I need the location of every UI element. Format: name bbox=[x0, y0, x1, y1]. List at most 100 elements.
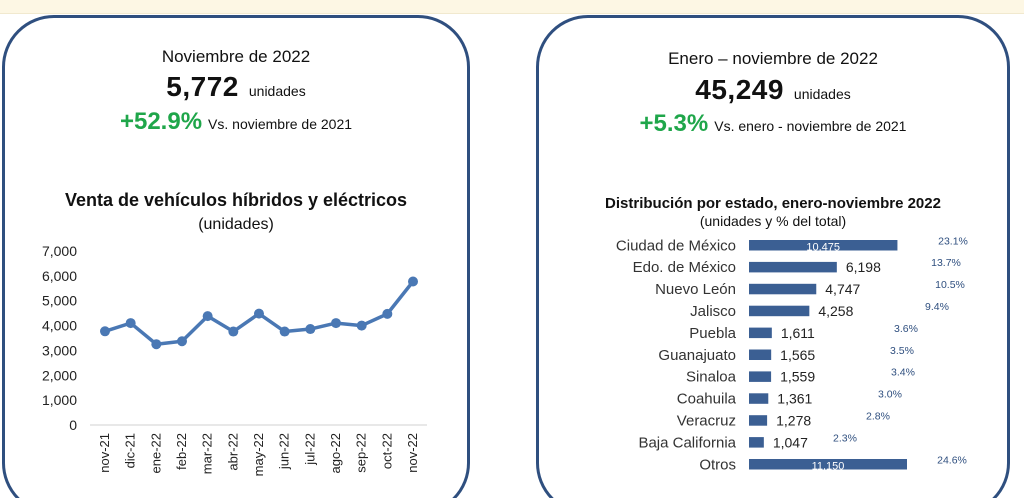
bar-chart-subtitle: (unidades y % del total) bbox=[699, 213, 847, 229]
line-chart-point bbox=[331, 318, 341, 329]
bar-chart-bar bbox=[749, 240, 898, 251]
line-chart-x-tick: oct-22 bbox=[379, 433, 394, 469]
line-chart-point bbox=[202, 311, 213, 322]
bar-chart-value-label: 1,559 bbox=[780, 369, 815, 385]
bar-chart-bar bbox=[749, 261, 837, 273]
ytd-comparison: Vs. enero - noviembre de 2021 bbox=[714, 118, 907, 134]
bar-chart-bar bbox=[749, 283, 817, 295]
monthly-period: Noviembre de 2022 bbox=[161, 47, 311, 66]
ytd-growth: +5.3% bbox=[639, 110, 709, 137]
bar-chart-category-label: Baja California bbox=[638, 434, 736, 451]
state-distribution-bar-chart: Ciudad de México 10,475 23.1% Edo. de Méxic… bbox=[616, 235, 968, 473]
bar-chart-value-label: 1,278 bbox=[776, 412, 811, 428]
line-chart-y-tick: 4,000 bbox=[42, 318, 77, 334]
line-chart-point bbox=[356, 320, 367, 331]
bar-chart-category-label: Nuevo León bbox=[655, 281, 736, 298]
bar-chart-percent-label: 2.3% bbox=[833, 432, 857, 444]
ytd-sales-card: Enero – noviembre de 2022 45,249 unidade… bbox=[536, 15, 1010, 498]
bar-chart-bar bbox=[749, 393, 769, 404]
bar-chart-category-label: Guanajuato bbox=[658, 347, 736, 364]
bar-chart-percent-label: 10.5% bbox=[935, 279, 965, 291]
line-chart-x-tick: ago-22 bbox=[328, 433, 343, 473]
bar-chart-value-label: 4,747 bbox=[825, 281, 860, 297]
bar-chart-percent-label: 23.1% bbox=[938, 235, 968, 247]
bar-chart-category-label: Veracruz bbox=[677, 412, 736, 429]
bar-chart-percent-label: 9.4% bbox=[925, 301, 949, 313]
bar-chart-bar bbox=[749, 459, 907, 470]
line-chart-x-tick: may-22 bbox=[251, 433, 266, 476]
line-chart-x-tick: feb-22 bbox=[174, 433, 189, 470]
monthly-comparison: Vs. noviembre de 2021 bbox=[208, 116, 353, 132]
line-chart-subtitle-line: (unidades) bbox=[5, 216, 467, 234]
monthly-total: 5,772 bbox=[166, 71, 239, 102]
line-chart-y-tick: 5,000 bbox=[42, 293, 77, 309]
line-chart-y-tick: 3,000 bbox=[42, 342, 77, 358]
bar-chart-percent-label: 2.8% bbox=[866, 410, 890, 422]
bar-chart-bar bbox=[749, 305, 810, 317]
line-chart-point bbox=[228, 326, 239, 337]
line-chart-point bbox=[151, 339, 162, 350]
bar-chart-bar bbox=[749, 415, 768, 426]
bar-chart-value-label: 11,150 bbox=[812, 460, 845, 472]
ytd-total-line: 45,249 unidades bbox=[539, 74, 1007, 106]
bar-chart-value-label: 6,198 bbox=[846, 259, 881, 275]
bar-chart-category-label: Ciudad de México bbox=[616, 237, 736, 254]
line-chart-subtitle: (unidades) bbox=[198, 216, 274, 233]
bar-chart-value-label: 10,475 bbox=[806, 241, 840, 253]
line-chart-x-tick: sep-22 bbox=[354, 433, 369, 473]
line-chart-title-line: Venta de vehículos híbridos y eléctricos bbox=[5, 190, 467, 211]
line-chart-x-tick: dic-21 bbox=[123, 433, 138, 468]
bar-chart-percent-label: 3.0% bbox=[878, 389, 902, 401]
bar-chart-category-label: Sinaloa bbox=[686, 369, 737, 386]
line-chart-point bbox=[305, 324, 316, 335]
line-chart-y-tick: 0 bbox=[69, 417, 77, 433]
bar-chart-bar bbox=[749, 349, 772, 360]
monthly-units: unidades bbox=[248, 83, 306, 99]
line-chart-x-tick: nov-22 bbox=[405, 433, 420, 473]
bar-chart-value-label: 1,611 bbox=[781, 325, 815, 341]
top-banner-strip bbox=[0, 0, 1024, 14]
bar-chart-subtitle-line: (unidades y % del total) bbox=[539, 213, 1007, 229]
bar-chart-percent-label: 24.6% bbox=[937, 454, 967, 466]
line-chart-x-tick: ene-22 bbox=[148, 433, 163, 473]
bar-chart-percent-label: 13.7% bbox=[931, 257, 961, 269]
line-chart-title: Venta de vehículos híbridos y eléctricos bbox=[64, 190, 408, 210]
bar-chart-category-label: Edo. de México bbox=[633, 259, 736, 276]
line-chart-y-tick: 2,000 bbox=[42, 367, 77, 383]
line-chart-x-tick: jun-22 bbox=[277, 433, 292, 470]
line-chart-point bbox=[100, 326, 110, 337]
bar-chart-value-label: 1,361 bbox=[777, 391, 812, 407]
monthly-line-chart: 0 1,000 2,000 3,000 4,000 5,000 6,000 7,000 nov-… bbox=[42, 243, 427, 476]
bar-chart-percent-label: 3.5% bbox=[890, 345, 914, 357]
line-chart-x-tick: mar-22 bbox=[200, 433, 215, 474]
bar-chart-title-line: Distribución por estado, enero-noviembre… bbox=[539, 195, 1007, 212]
bar-chart-bar bbox=[749, 371, 772, 382]
ytd-total: 45,249 bbox=[695, 74, 784, 105]
ytd-units: unidades bbox=[793, 86, 851, 102]
bar-chart-category-label: Puebla bbox=[689, 325, 736, 342]
line-chart-x-tick: abr-22 bbox=[225, 433, 240, 471]
ytd-period: Enero – noviembre de 2022 bbox=[668, 49, 878, 68]
bar-chart-percent-label: 3.6% bbox=[894, 323, 918, 335]
bar-chart-value-label: 4,258 bbox=[818, 303, 853, 319]
monthly-sales-card: Noviembre de 2022 5,772 unidades +52.9% … bbox=[2, 15, 470, 498]
bar-chart-percent-label: 3.4% bbox=[891, 367, 915, 379]
line-chart-y-tick: 1,000 bbox=[42, 392, 77, 408]
monthly-growth: +52.9% bbox=[119, 108, 203, 135]
line-chart-point bbox=[279, 326, 290, 337]
line-chart-point bbox=[408, 276, 418, 287]
line-chart-y-tick: 6,000 bbox=[42, 268, 77, 284]
bar-chart-value-label: 1,565 bbox=[780, 347, 815, 363]
bar-chart-bar bbox=[749, 327, 772, 339]
bar-chart-title: Distribución por estado, enero-noviembre… bbox=[605, 195, 941, 212]
monthly-period-line: Noviembre de 2022 bbox=[5, 47, 467, 67]
line-chart-x-tick: jul-22 bbox=[302, 433, 317, 466]
bar-chart-category-label: Otros bbox=[699, 456, 736, 473]
bar-chart-bar bbox=[749, 437, 764, 448]
bar-chart-category-label: Coahuila bbox=[677, 391, 737, 408]
line-chart-point bbox=[254, 308, 264, 319]
line-chart-point bbox=[177, 336, 187, 347]
line-chart-point bbox=[382, 308, 393, 319]
ytd-growth-line: +5.3% Vs. enero - noviembre de 2021 bbox=[539, 110, 1007, 138]
bar-chart-value-label: 1,047 bbox=[773, 434, 808, 450]
